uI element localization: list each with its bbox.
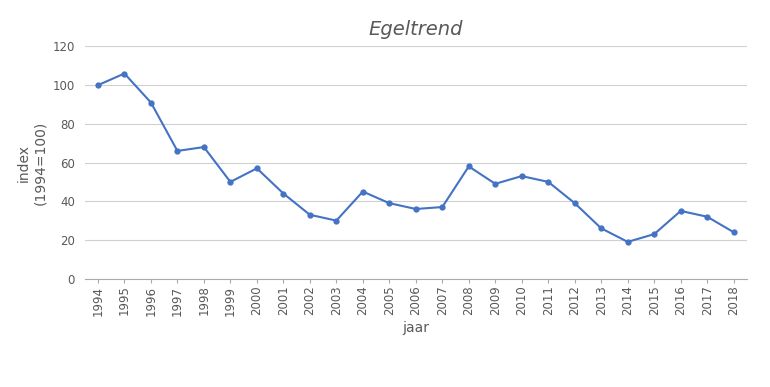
- Title: Egeltrend: Egeltrend: [369, 21, 463, 39]
- Y-axis label: index
(1994=100): index (1994=100): [17, 120, 47, 205]
- X-axis label: jaar: jaar: [402, 321, 430, 335]
